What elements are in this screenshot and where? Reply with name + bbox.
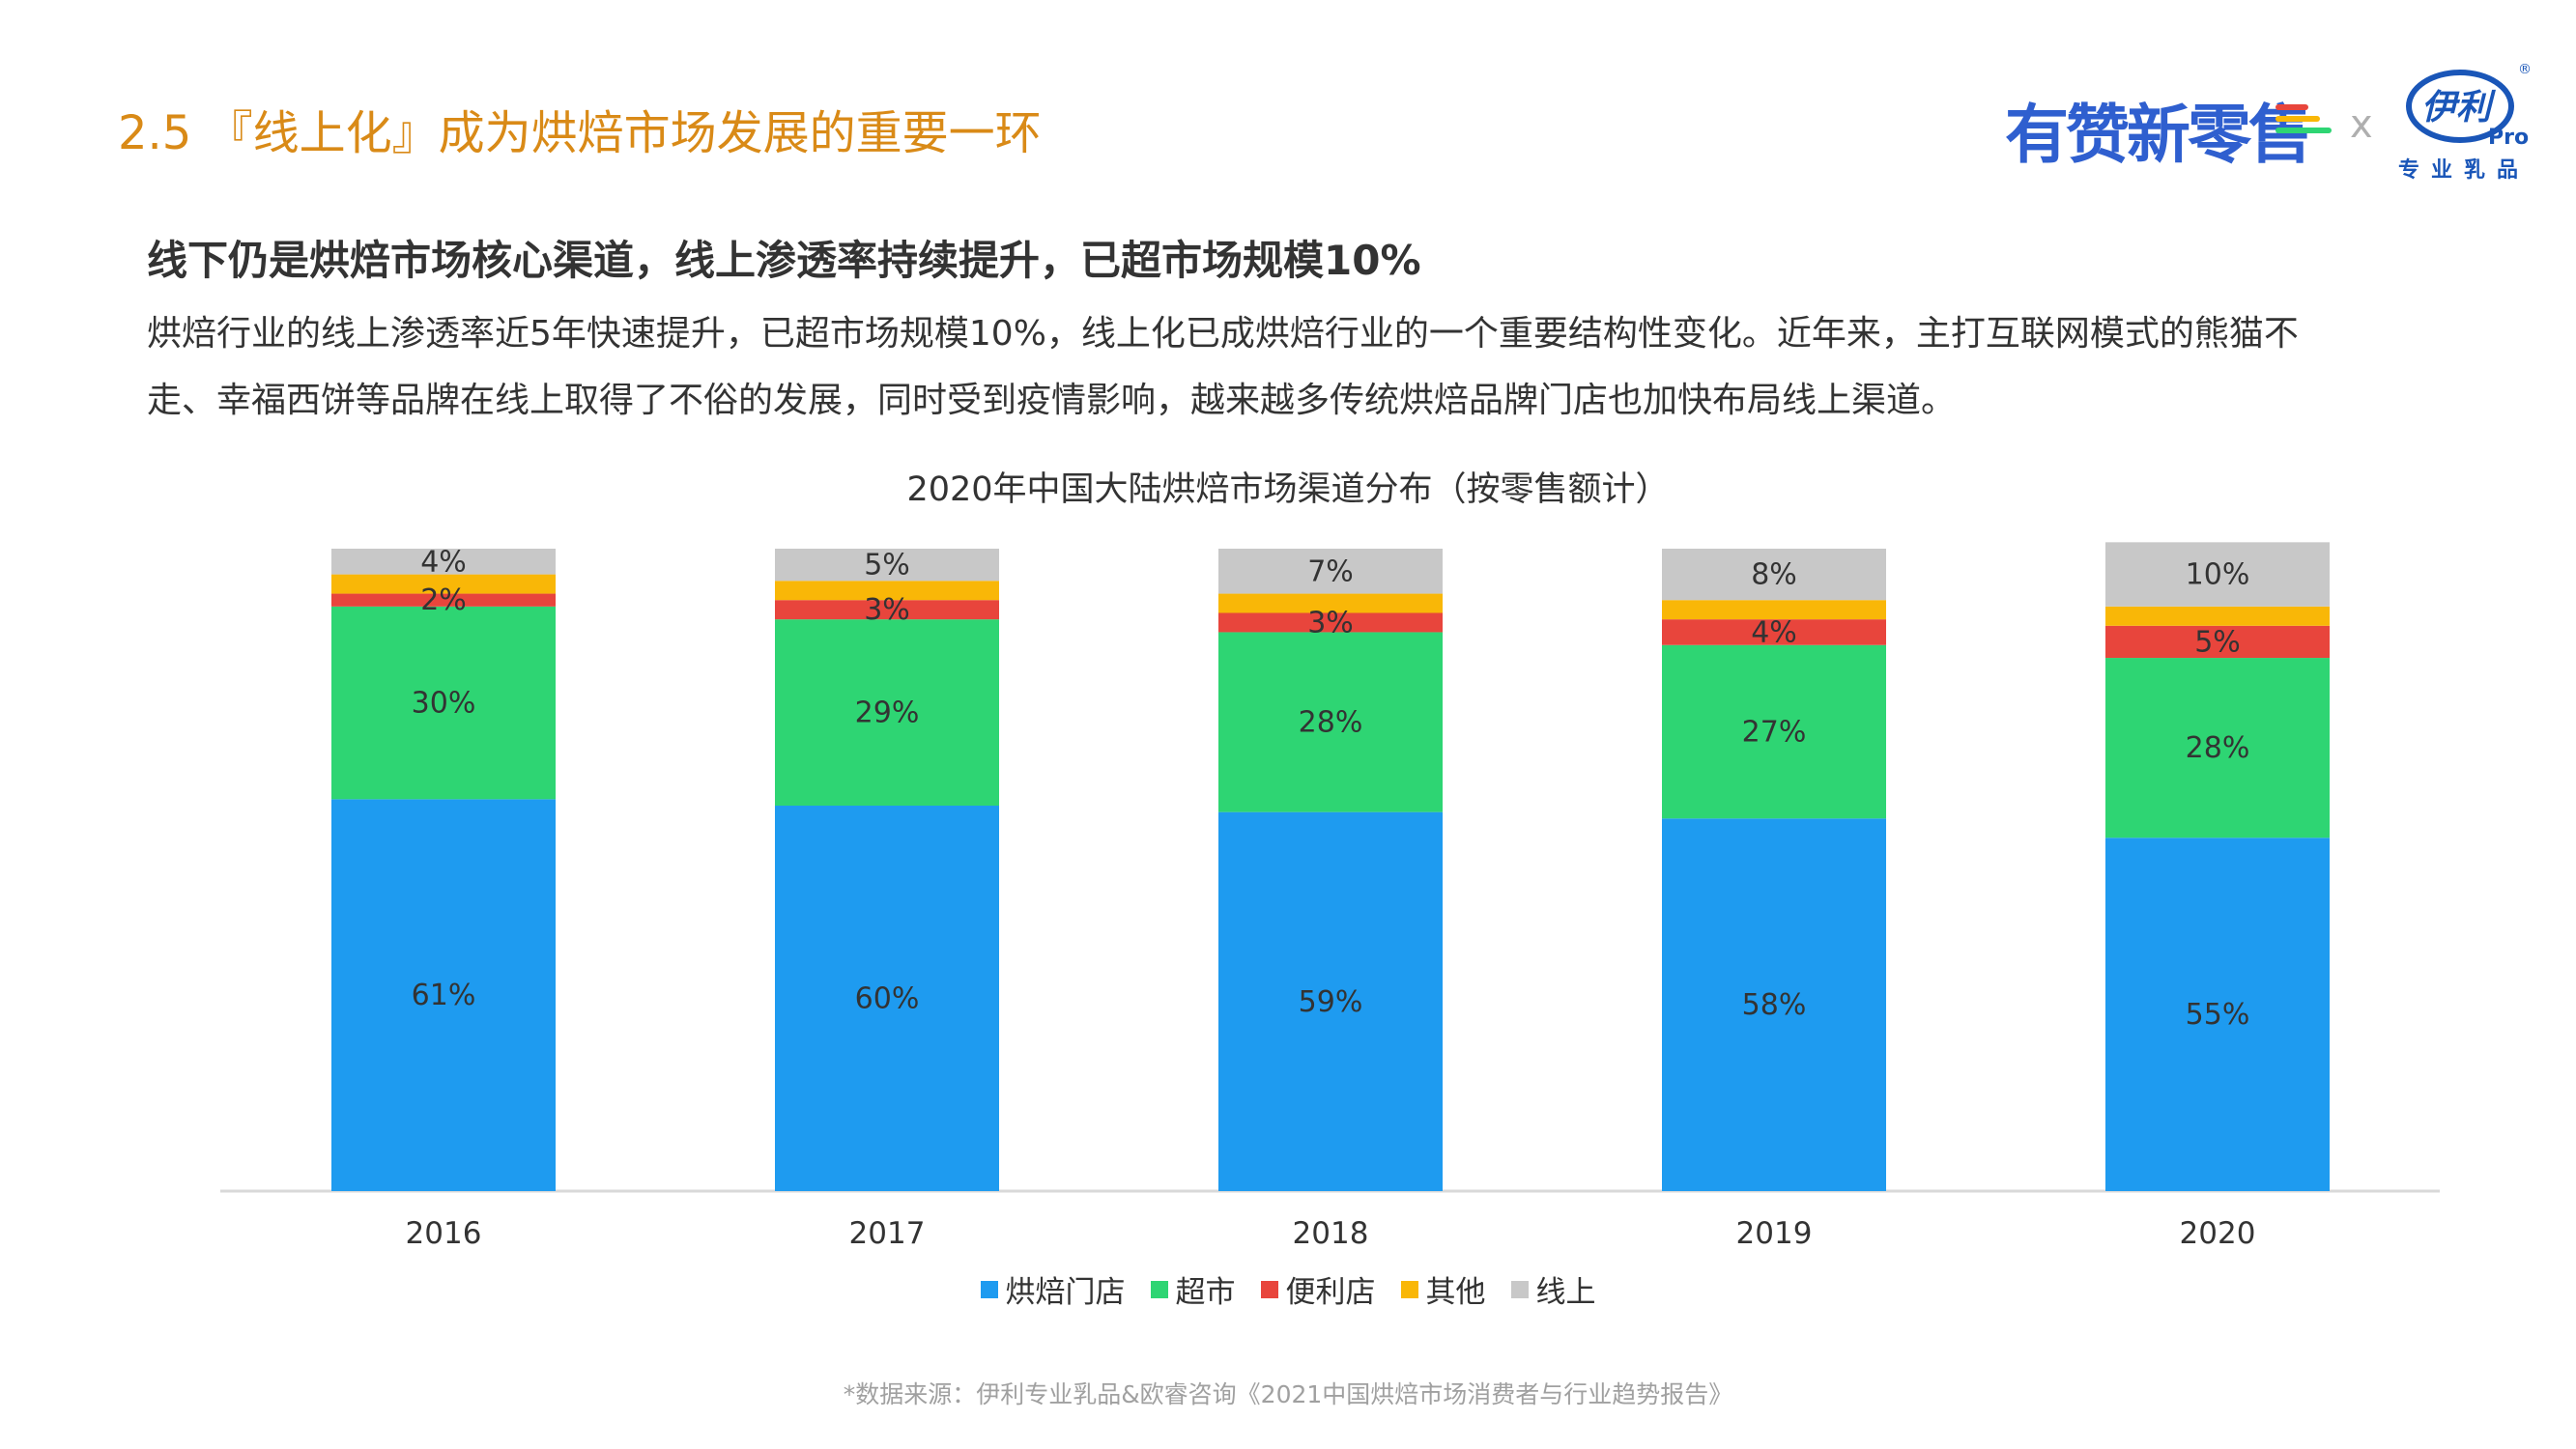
bar-segment-2019-烘焙门店 — [1662, 818, 1886, 1191]
bar-segment-2020-超市 — [2105, 658, 2330, 838]
yili-logo-pro: Pro — [2488, 126, 2530, 150]
data-label-2018-线上: 7% — [1307, 554, 1354, 588]
data-label-2017-烘焙门店: 60% — [855, 982, 920, 1016]
bar-segment-2016-其他 — [331, 574, 556, 594]
bar-segment-2018-烘焙门店 — [1218, 811, 1443, 1191]
bar-segment-2020-便利店 — [2105, 625, 2330, 659]
data-label-2020-线上: 10% — [2186, 558, 2250, 592]
yili-logo-oval-icon — [2406, 70, 2514, 143]
legend-swatch — [1510, 1280, 1529, 1298]
legend-label: 超市 — [1175, 1275, 1236, 1310]
bar-segment-2018-便利店 — [1218, 612, 1443, 633]
data-label-2019-烘焙门店: 58% — [1742, 988, 1807, 1022]
data-label-2016-超市: 30% — [412, 687, 476, 721]
data-label-2016-线上: 4% — [420, 545, 467, 579]
yili-logo-text: 伊利 — [2421, 88, 2492, 128]
paragraph-line-2: 走、幸福西饼等品牌在线上取得了不俗的发展，同时受到疫情影响，越来越多传统烘焙品牌… — [147, 381, 1957, 420]
bar-segment-2020-线上 — [2105, 542, 2330, 607]
legend-swatch — [1260, 1280, 1278, 1298]
bar-segment-2020-其他 — [2105, 606, 2330, 626]
data-label-2020-超市: 28% — [2186, 731, 2250, 765]
headline: 线下仍是烘焙市场核心渠道，线上渗透率持续提升，已超市场规模10% — [147, 237, 1421, 284]
legend-swatch — [1150, 1280, 1168, 1298]
brand-separator: x — [2350, 102, 2373, 147]
data-source-note: *数据来源：伊利专业乳品&欧睿咨询《2021中国烘焙市场消费者与行业趋势报告》 — [843, 1380, 1733, 1408]
data-label-2019-超市: 27% — [1742, 716, 1807, 750]
bar-segment-2019-便利店 — [1662, 619, 1886, 645]
bar-segment-2019-线上 — [1662, 549, 1886, 601]
chart-legend: 烘焙门店 超市 便利店 其他 线上 — [0, 1267, 2576, 1311]
legend-item-超市: 超市 — [1150, 1267, 1236, 1311]
data-label-2017-线上: 5% — [864, 549, 910, 582]
data-label-2018-便利店: 3% — [1307, 606, 1354, 639]
data-label-2020-烘焙门店: 55% — [2186, 998, 2250, 1032]
chart-title: 2020年中国大陆烘焙市场渠道分布（按零售额计） — [906, 470, 1670, 509]
data-label-2017-超市: 29% — [855, 696, 920, 730]
data-label-2018-超市: 28% — [1299, 706, 1363, 740]
bar-segment-2018-线上 — [1218, 549, 1443, 594]
yili-logo-subtitle: 专业乳品 — [2398, 158, 2531, 183]
data-label-2016-便利店: 2% — [420, 583, 467, 617]
bar-segment-2017-烘焙门店 — [775, 806, 999, 1191]
data-label-2019-便利店: 4% — [1751, 615, 1797, 649]
legend-item-便利店: 便利店 — [1260, 1267, 1376, 1311]
bar-segment-2017-线上 — [775, 549, 999, 582]
bar-segment-2017-其他 — [775, 581, 999, 601]
legend-item-线上: 线上 — [1510, 1267, 1596, 1311]
slide-title: 2.5 『线上化』成为烘焙市场发展的重要一环 — [118, 106, 1042, 160]
legend-swatch — [1400, 1280, 1418, 1298]
data-label-2018-烘焙门店: 59% — [1299, 985, 1363, 1019]
bar-segment-2019-超市 — [1662, 644, 1886, 819]
legend-label: 线上 — [1535, 1275, 1596, 1310]
youzan-brand-logo: 有赞新零售 — [2005, 98, 2312, 172]
bar-segment-2017-超市 — [775, 619, 999, 806]
bar-segment-2016-超市 — [331, 606, 556, 800]
bar-segment-2016-便利店 — [331, 593, 556, 607]
data-label-2020-便利店: 5% — [2194, 625, 2241, 659]
legend-label: 烘焙门店 — [1005, 1275, 1126, 1310]
registered-mark: ® — [2518, 62, 2532, 77]
legend-item-烘焙门店: 烘焙门店 — [980, 1267, 1126, 1311]
data-label-2017-便利店: 3% — [864, 593, 910, 627]
bar-segment-2018-超市 — [1218, 632, 1443, 812]
legend-label: 其他 — [1425, 1275, 1486, 1310]
x-tick-label-2020: 2020 — [2180, 1216, 2256, 1251]
paragraph-line-1: 烘焙行业的线上渗透率近5年快速提升，已超市场规模10%，线上化已成烘焙行业的一个… — [147, 314, 2299, 354]
x-tick-label-2019: 2019 — [1736, 1216, 1813, 1251]
bar-segment-2017-便利店 — [775, 600, 999, 620]
legend-swatch — [980, 1280, 998, 1298]
bar-segment-2019-其他 — [1662, 600, 1886, 620]
data-label-2019-线上: 8% — [1751, 558, 1797, 592]
data-label-2016-烘焙门店: 61% — [412, 979, 476, 1012]
legend-item-其他: 其他 — [1400, 1267, 1486, 1311]
legend-label: 便利店 — [1285, 1275, 1376, 1310]
x-tick-label-2018: 2018 — [1293, 1216, 1369, 1251]
bar-segment-2016-烘焙门店 — [331, 799, 556, 1191]
x-tick-label-2017: 2017 — [849, 1216, 926, 1251]
x-tick-label-2016: 2016 — [406, 1216, 482, 1251]
bar-segment-2016-线上 — [331, 549, 556, 575]
brand-stripes-icon — [2275, 104, 2333, 147]
bar-segment-2020-烘焙门店 — [2105, 838, 2330, 1191]
bar-segment-2018-其他 — [1218, 593, 1443, 613]
